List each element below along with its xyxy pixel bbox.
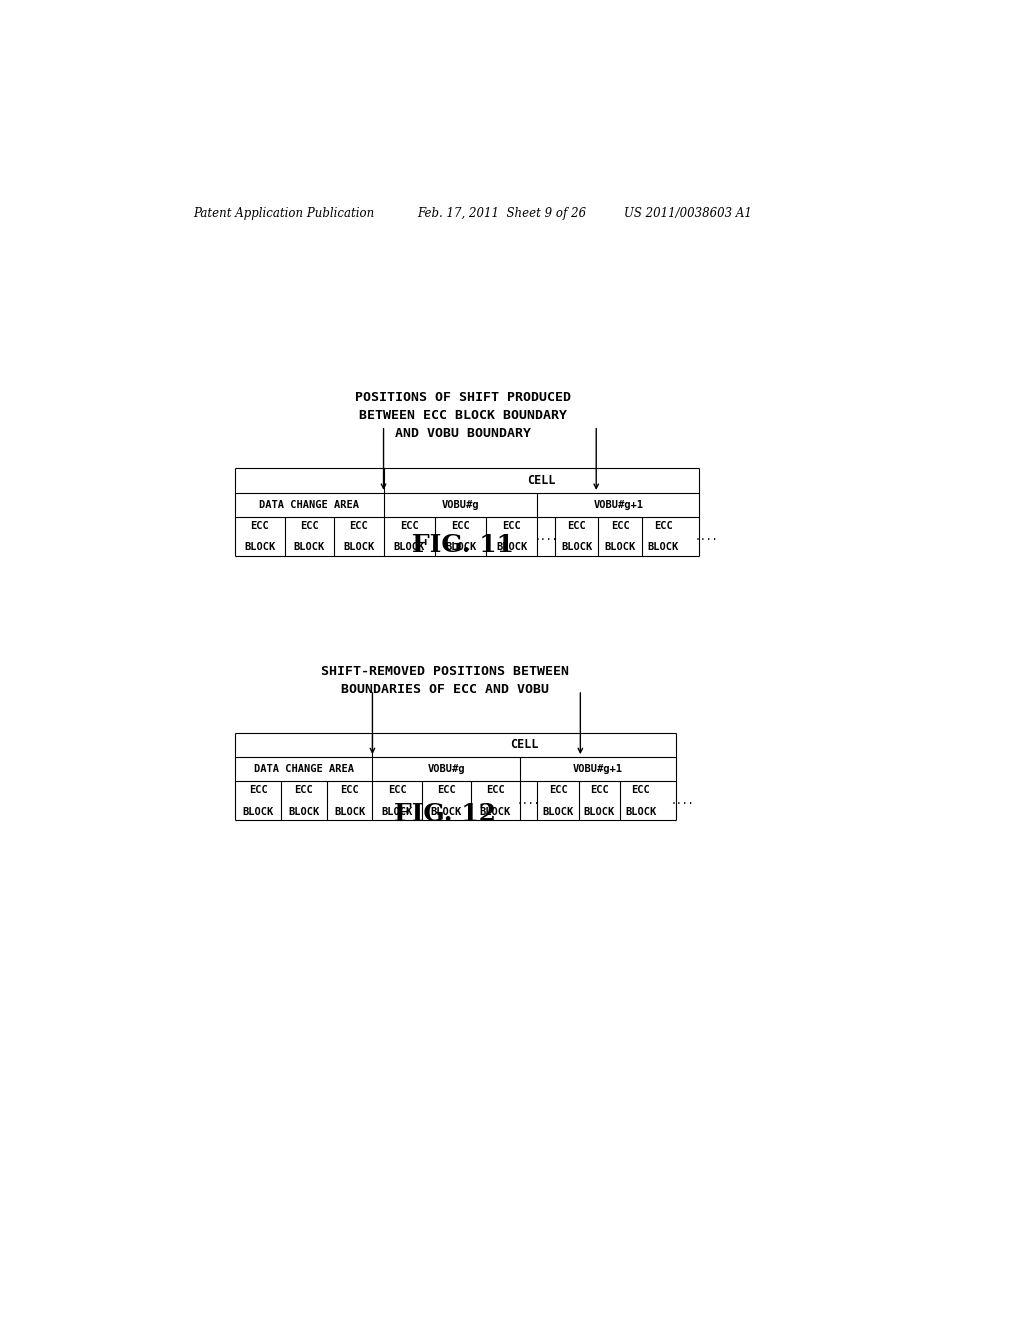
Text: BOUNDARIES OF ECC AND VOBU: BOUNDARIES OF ECC AND VOBU (341, 684, 550, 697)
Text: ECC: ECC (567, 520, 586, 531)
Text: POSITIONS OF SHIFT PRODUCED: POSITIONS OF SHIFT PRODUCED (355, 391, 571, 404)
Text: ECC: ECC (249, 785, 267, 795)
Text: BLOCK: BLOCK (497, 543, 527, 552)
Text: VOBU#g+1: VOBU#g+1 (572, 764, 623, 775)
Text: BLOCK: BLOCK (431, 807, 462, 817)
Text: SHIFT-REMOVED POSITIONS BETWEEN: SHIFT-REMOVED POSITIONS BETWEEN (322, 665, 569, 678)
Text: BLOCK: BLOCK (543, 807, 573, 817)
Text: VOBU#g+1: VOBU#g+1 (594, 500, 643, 510)
Text: Patent Application Publication: Patent Application Publication (194, 207, 375, 220)
Text: ECC: ECC (549, 785, 567, 795)
Text: BLOCK: BLOCK (334, 807, 366, 817)
Text: ECC: ECC (437, 785, 456, 795)
Text: ....: .... (535, 532, 558, 541)
Text: FIG. 12: FIG. 12 (394, 803, 497, 826)
Text: BLOCK: BLOCK (381, 807, 413, 817)
Text: ....: .... (695, 532, 718, 541)
Text: BLOCK: BLOCK (648, 543, 679, 552)
Text: ....: .... (671, 796, 694, 805)
Text: AND VOBU BOUNDARY: AND VOBU BOUNDARY (395, 428, 530, 441)
Text: VOBU#g: VOBU#g (427, 764, 465, 775)
Text: BLOCK: BLOCK (561, 543, 592, 552)
Text: ECC: ECC (452, 520, 470, 531)
Text: ECC: ECC (388, 785, 407, 795)
Text: BLOCK: BLOCK (604, 543, 636, 552)
Text: ECC: ECC (610, 520, 630, 531)
Text: BLOCK: BLOCK (625, 807, 656, 817)
Text: ECC: ECC (300, 520, 318, 531)
Text: DATA CHANGE AREA: DATA CHANGE AREA (259, 500, 359, 510)
Text: BLOCK: BLOCK (243, 807, 273, 817)
Text: ECC: ECC (503, 520, 521, 531)
Text: ECC: ECC (654, 520, 673, 531)
Text: BLOCK: BLOCK (393, 543, 425, 552)
Text: BLOCK: BLOCK (294, 543, 325, 552)
Text: ECC: ECC (590, 785, 609, 795)
Text: VOBU#g: VOBU#g (441, 500, 479, 510)
Text: CELL: CELL (527, 474, 556, 487)
Text: BLOCK: BLOCK (288, 807, 319, 817)
Text: BLOCK: BLOCK (444, 543, 476, 552)
Text: ECC: ECC (486, 785, 505, 795)
Text: FIG. 11: FIG. 11 (412, 533, 514, 557)
Text: US 2011/0038603 A1: US 2011/0038603 A1 (624, 207, 752, 220)
Text: CELL: CELL (510, 738, 539, 751)
Text: ....: .... (517, 796, 541, 805)
Text: ECC: ECC (631, 785, 650, 795)
Text: BLOCK: BLOCK (245, 543, 275, 552)
Text: ECC: ECC (295, 785, 313, 795)
Text: BETWEEN ECC BLOCK BOUNDARY: BETWEEN ECC BLOCK BOUNDARY (358, 409, 567, 422)
Text: Feb. 17, 2011  Sheet 9 of 26: Feb. 17, 2011 Sheet 9 of 26 (418, 207, 587, 220)
Text: BLOCK: BLOCK (584, 807, 615, 817)
Text: ECC: ECC (349, 520, 369, 531)
Text: ECC: ECC (340, 785, 359, 795)
Text: BLOCK: BLOCK (343, 543, 375, 552)
Text: ECC: ECC (251, 520, 269, 531)
Text: DATA CHANGE AREA: DATA CHANGE AREA (254, 764, 353, 775)
Text: BLOCK: BLOCK (480, 807, 511, 817)
Text: ECC: ECC (399, 520, 419, 531)
